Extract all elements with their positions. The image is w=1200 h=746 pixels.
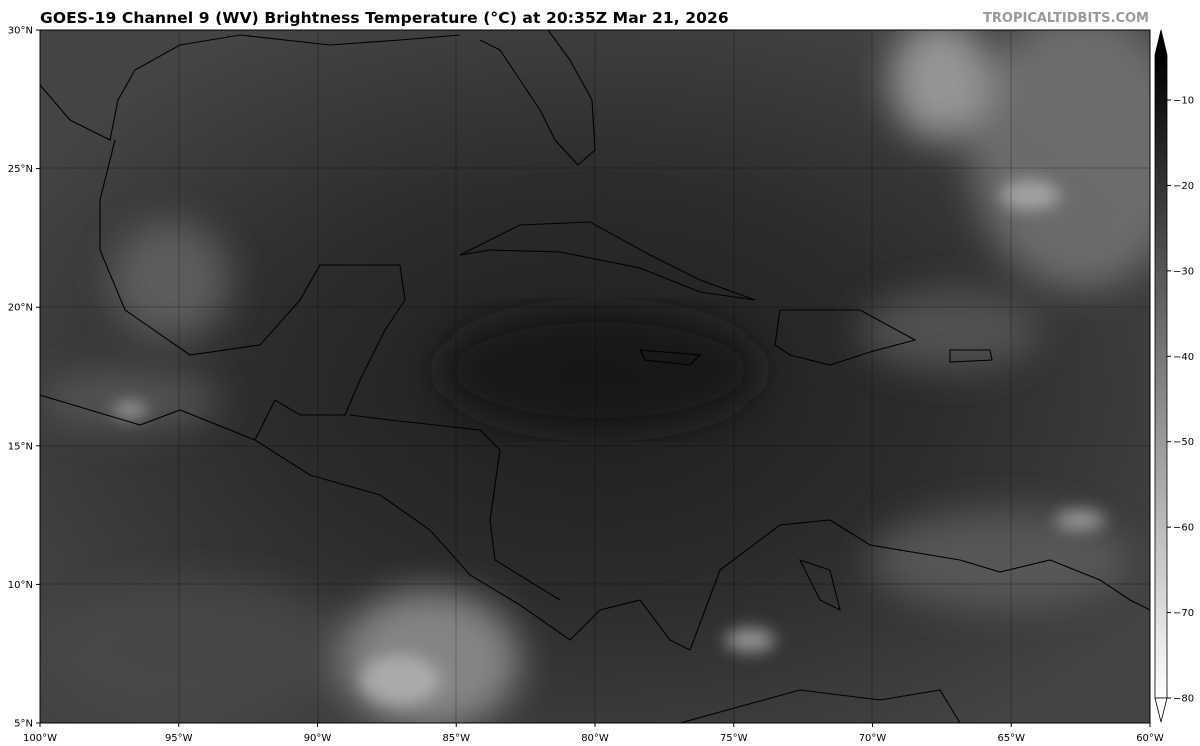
- map-title: GOES-19 Channel 9 (WV) Brightness Temper…: [40, 9, 729, 27]
- colorbar-max-arrow: [1154, 29, 1168, 56]
- lon-label: 90°W: [304, 733, 332, 744]
- imagery: [40, 30, 1150, 723]
- lon-label: 65°W: [997, 733, 1025, 744]
- colorbar-tick: −60: [1173, 523, 1194, 534]
- coastlines: [40, 30, 1150, 723]
- colorbar-min-arrow: [1154, 697, 1168, 723]
- lon-label: 60°W: [1136, 733, 1164, 744]
- colorbar: −10 −20 −30 −40 −50 −60 −70 −80: [1154, 29, 1194, 723]
- colorbar-tick: −70: [1173, 608, 1194, 619]
- lon-label: 80°W: [581, 733, 609, 744]
- watermark: TROPICALTIDBITS.COM: [983, 11, 1149, 26]
- colorbar-tick: −50: [1173, 437, 1194, 448]
- lon-label: 70°W: [859, 733, 887, 744]
- axis-labels: 5°N 10°N 15°N 20°N 25°N 30°N 100°W 95°W 90°W 85°W…: [8, 26, 1164, 745]
- colorbar-tick: −40: [1173, 352, 1194, 363]
- gridlines: [40, 30, 1150, 723]
- lon-label: 95°W: [165, 733, 193, 744]
- florida: [479, 30, 596, 166]
- lon-label: 100°W: [23, 733, 57, 744]
- lat-label: 20°N: [8, 303, 33, 314]
- colorbar-tick: −80: [1173, 694, 1194, 705]
- colorbar-tick: −10: [1173, 96, 1194, 107]
- jamaica: [639, 349, 702, 366]
- lon-label: 75°W: [720, 733, 748, 744]
- colorbar-tick: −30: [1173, 266, 1194, 277]
- colorbar-bar: [1154, 54, 1168, 699]
- lat-label: 25°N: [8, 164, 33, 175]
- central-america: [254, 414, 691, 651]
- south-america: [679, 519, 1150, 723]
- hispaniola: [774, 309, 917, 366]
- cuba: [459, 221, 756, 301]
- colorbar-tick: −20: [1173, 181, 1194, 192]
- lon-label: 85°W: [442, 733, 470, 744]
- lat-label: 5°N: [14, 719, 33, 730]
- lat-label: 15°N: [8, 441, 33, 452]
- lat-label: 30°N: [8, 26, 33, 37]
- puerto-rico: [949, 349, 993, 363]
- lat-label: 10°N: [8, 580, 33, 591]
